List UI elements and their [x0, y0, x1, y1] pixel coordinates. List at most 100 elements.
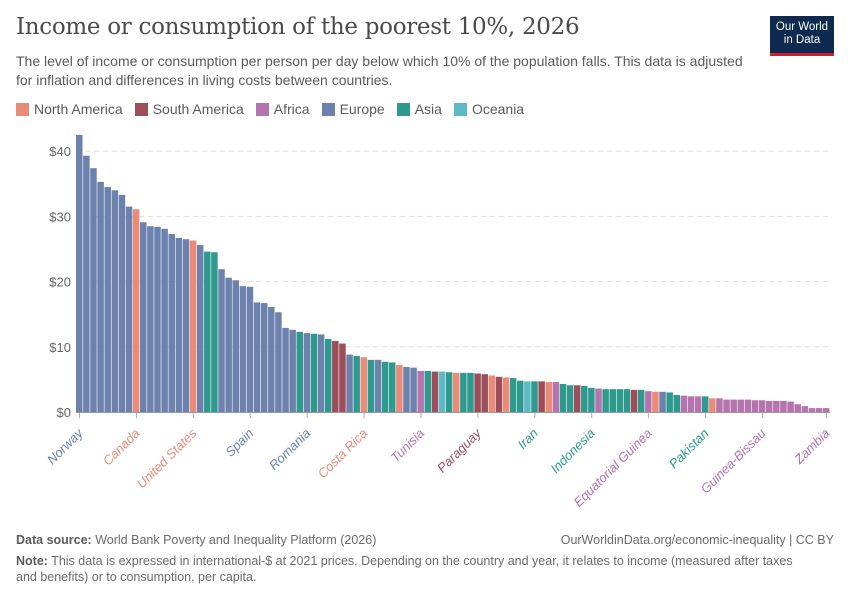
x-tick-label: United States — [134, 425, 200, 491]
x-tick-label: Zambia — [791, 426, 833, 468]
bar — [317, 334, 325, 412]
bar — [751, 400, 759, 412]
x-tick-label: Iran — [514, 426, 540, 452]
bar — [723, 399, 730, 412]
bar — [388, 362, 396, 412]
bar — [694, 396, 702, 412]
bar — [438, 371, 446, 412]
bar — [140, 222, 147, 412]
bar — [509, 378, 517, 412]
bar — [524, 381, 531, 412]
logo-line1: Our World — [775, 21, 829, 33]
bar — [794, 404, 801, 412]
bar — [161, 228, 168, 412]
bar — [367, 359, 375, 412]
bar — [374, 359, 382, 412]
owid-logo[interactable]: Our World in Data — [770, 16, 834, 56]
bar — [808, 408, 816, 412]
legend-swatch — [255, 102, 269, 116]
bar — [531, 381, 538, 412]
legend-item-africa[interactable]: Africa — [255, 101, 310, 117]
bar — [232, 280, 240, 412]
bar — [97, 181, 104, 412]
legend-item-europe[interactable]: Europe — [321, 101, 385, 117]
legend-label: Oceania — [471, 101, 525, 117]
bar — [303, 333, 311, 412]
bar — [460, 372, 467, 412]
legend-item-oceania[interactable]: Oceania — [453, 101, 525, 117]
bar — [488, 375, 496, 412]
bar — [545, 382, 552, 412]
legend-swatch — [321, 102, 335, 116]
bar — [637, 389, 645, 412]
legend-swatch — [453, 102, 467, 116]
bar — [445, 372, 453, 412]
y-tick-label: $20 — [49, 275, 71, 290]
source-url[interactable]: OurWorldinData.org/economic-inequality |… — [560, 533, 834, 547]
bar — [410, 367, 417, 412]
bar — [602, 389, 609, 412]
note: Note: This data is expressed in internat… — [16, 553, 816, 585]
bar — [189, 240, 197, 412]
bar — [588, 387, 595, 412]
bar — [396, 365, 403, 412]
y-tick-label: $0 — [57, 405, 71, 420]
bar — [573, 385, 581, 412]
bar — [253, 302, 261, 412]
bar — [268, 307, 275, 412]
legend-label: North America — [34, 101, 123, 117]
bar — [132, 209, 140, 412]
bar — [552, 382, 560, 412]
bar — [324, 338, 332, 412]
bar — [645, 391, 652, 412]
x-tick-label: Costa Rica — [315, 426, 371, 482]
bar — [118, 194, 126, 412]
bar — [310, 333, 318, 412]
x-tick-label: Paraguay — [434, 424, 485, 475]
bar — [90, 168, 97, 412]
bar — [76, 134, 83, 412]
legend-item-asia[interactable]: Asia — [396, 101, 442, 117]
bar — [381, 361, 389, 412]
x-tick-label: Romania — [266, 426, 313, 473]
bar — [104, 187, 111, 412]
bar — [815, 408, 823, 412]
bar — [204, 251, 211, 412]
bar — [780, 400, 787, 412]
x-tick-label: Indonesia — [547, 426, 597, 476]
legend-label: Africa — [273, 101, 310, 117]
bar — [175, 237, 183, 412]
y-tick-label: $40 — [49, 144, 71, 159]
legend-swatch — [396, 102, 410, 116]
bar — [239, 286, 247, 412]
bar — [289, 329, 296, 412]
bar — [730, 399, 737, 412]
bar — [517, 380, 524, 412]
legend-swatch — [134, 102, 148, 116]
bar — [403, 367, 410, 412]
x-tick-label: Norway — [44, 424, 87, 467]
bar — [417, 370, 424, 412]
bar — [538, 381, 545, 412]
legend-item-south-america[interactable]: South America — [134, 101, 244, 117]
bar — [332, 340, 339, 412]
bar — [83, 155, 90, 412]
legend-label: South America — [152, 101, 244, 117]
bar — [225, 277, 232, 412]
bar — [246, 286, 254, 412]
bar — [346, 354, 353, 412]
legend-item-north-america[interactable]: North America — [16, 101, 123, 117]
bar — [595, 388, 602, 412]
bar — [453, 372, 460, 412]
bar — [275, 312, 282, 412]
bar — [424, 370, 432, 412]
bar — [687, 396, 695, 412]
bar — [701, 396, 709, 412]
bar — [360, 357, 368, 412]
bar — [652, 391, 659, 412]
legend-label: Asia — [414, 101, 442, 117]
legend-swatch — [16, 102, 29, 116]
y-tick-label: $10 — [49, 340, 71, 355]
bar — [581, 385, 588, 412]
